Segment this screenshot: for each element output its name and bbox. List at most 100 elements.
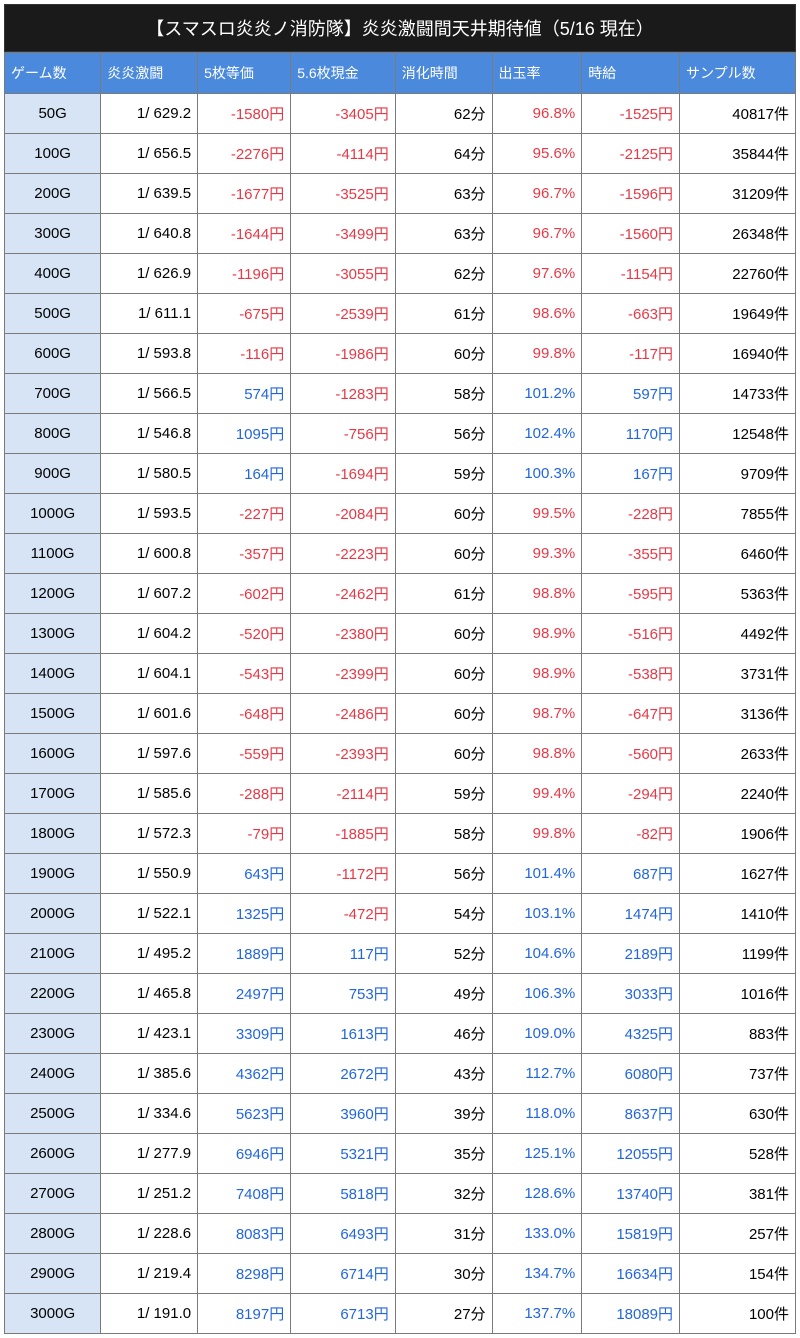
rate-cell: 99.5% <box>492 494 582 534</box>
rate-cell: 133.0% <box>492 1214 582 1254</box>
yen-cell: 4325円 <box>582 1014 680 1054</box>
yen-cell: -2276円 <box>198 134 291 174</box>
yen-cell: 13740円 <box>582 1174 680 1214</box>
game-cell: 2800G <box>5 1214 101 1254</box>
column-header: サンプル数 <box>680 53 796 94</box>
ratio-cell: 1/ 580.5 <box>101 454 198 494</box>
game-cell: 2600G <box>5 1134 101 1174</box>
yen-cell: 1474円 <box>582 894 680 934</box>
time-cell: 32分 <box>395 1174 492 1214</box>
yen-cell: -663円 <box>582 294 680 334</box>
table-body: 50G1/ 629.2-1580円-3405円62分96.8%-1525円408… <box>5 94 796 1334</box>
yen-cell: 5623円 <box>198 1094 291 1134</box>
rate-cell: 118.0% <box>492 1094 582 1134</box>
table-row: 1100G1/ 600.8-357円-2223円60分99.3%-355円646… <box>5 534 796 574</box>
header-row: ゲーム数炎炎激闘5枚等価5.6枚現金消化時間出玉率時給サンプル数 <box>5 53 796 94</box>
table-row: 3000G1/ 191.08197円6713円27分137.7%18089円10… <box>5 1294 796 1334</box>
sample-cell: 35844件 <box>680 134 796 174</box>
yen-cell: 167円 <box>582 454 680 494</box>
sample-cell: 7855件 <box>680 494 796 534</box>
yen-cell: 3033円 <box>582 974 680 1014</box>
yen-cell: -2084円 <box>291 494 396 534</box>
ratio-cell: 1/ 639.5 <box>101 174 198 214</box>
game-cell: 2300G <box>5 1014 101 1054</box>
table-row: 400G1/ 626.9-1196円-3055円62分97.6%-1154円22… <box>5 254 796 294</box>
yen-cell: -595円 <box>582 574 680 614</box>
yen-cell: -1560円 <box>582 214 680 254</box>
table-row: 2000G1/ 522.11325円-472円54分103.1%1474円141… <box>5 894 796 934</box>
yen-cell: 4362円 <box>198 1054 291 1094</box>
time-cell: 27分 <box>395 1294 492 1334</box>
table-row: 1700G1/ 585.6-288円-2114円59分99.4%-294円224… <box>5 774 796 814</box>
game-cell: 700G <box>5 374 101 414</box>
game-cell: 600G <box>5 334 101 374</box>
column-header: ゲーム数 <box>5 53 101 94</box>
yen-cell: -2399円 <box>291 654 396 694</box>
yen-cell: -1525円 <box>582 94 680 134</box>
ratio-cell: 1/ 593.5 <box>101 494 198 534</box>
rate-cell: 112.7% <box>492 1054 582 1094</box>
time-cell: 54分 <box>395 894 492 934</box>
rate-cell: 104.6% <box>492 934 582 974</box>
time-cell: 43分 <box>395 1054 492 1094</box>
table-container: 【スマスロ炎炎ノ消防隊】炎炎激闘間天井期待値（5/16 現在） ゲーム数炎炎激闘… <box>4 4 796 1334</box>
rate-cell: 97.6% <box>492 254 582 294</box>
table-row: 2400G1/ 385.64362円2672円43分112.7%6080円737… <box>5 1054 796 1094</box>
yen-cell: -116円 <box>198 334 291 374</box>
rate-cell: 128.6% <box>492 1174 582 1214</box>
yen-cell: 8197円 <box>198 1294 291 1334</box>
yen-cell: -1172円 <box>291 854 396 894</box>
game-cell: 50G <box>5 94 101 134</box>
yen-cell: -1986円 <box>291 334 396 374</box>
sample-cell: 737件 <box>680 1054 796 1094</box>
yen-cell: 5818円 <box>291 1174 396 1214</box>
yen-cell: 2497円 <box>198 974 291 1014</box>
game-cell: 900G <box>5 454 101 494</box>
yen-cell: 687円 <box>582 854 680 894</box>
table-row: 1600G1/ 597.6-559円-2393円60分98.8%-560円263… <box>5 734 796 774</box>
time-cell: 62分 <box>395 254 492 294</box>
yen-cell: -4114円 <box>291 134 396 174</box>
rate-cell: 98.6% <box>492 294 582 334</box>
yen-cell: 117円 <box>291 934 396 974</box>
yen-cell: -2486円 <box>291 694 396 734</box>
yen-cell: 1889円 <box>198 934 291 974</box>
sample-cell: 1906件 <box>680 814 796 854</box>
sample-cell: 16940件 <box>680 334 796 374</box>
game-cell: 2700G <box>5 1174 101 1214</box>
table-row: 2200G1/ 465.82497円753円49分106.3%3033円1016… <box>5 974 796 1014</box>
table-row: 1000G1/ 593.5-227円-2084円60分99.5%-228円785… <box>5 494 796 534</box>
game-cell: 400G <box>5 254 101 294</box>
sample-cell: 1410件 <box>680 894 796 934</box>
rate-cell: 95.6% <box>492 134 582 174</box>
ratio-cell: 1/ 607.2 <box>101 574 198 614</box>
yen-cell: 5321円 <box>291 1134 396 1174</box>
sample-cell: 154件 <box>680 1254 796 1294</box>
rate-cell: 106.3% <box>492 974 582 1014</box>
yen-cell: -3055円 <box>291 254 396 294</box>
yen-cell: -79円 <box>198 814 291 854</box>
game-cell: 3000G <box>5 1294 101 1334</box>
rate-cell: 137.7% <box>492 1294 582 1334</box>
game-cell: 1300G <box>5 614 101 654</box>
table-row: 2500G1/ 334.65623円3960円39分118.0%8637円630… <box>5 1094 796 1134</box>
sample-cell: 6460件 <box>680 534 796 574</box>
ratio-cell: 1/ 585.6 <box>101 774 198 814</box>
time-cell: 52分 <box>395 934 492 974</box>
yen-cell: -1580円 <box>198 94 291 134</box>
yen-cell: 1095円 <box>198 414 291 454</box>
yen-cell: -3405円 <box>291 94 396 134</box>
yen-cell: -2125円 <box>582 134 680 174</box>
game-cell: 1400G <box>5 654 101 694</box>
rate-cell: 98.9% <box>492 654 582 694</box>
sample-cell: 40817件 <box>680 94 796 134</box>
yen-cell: -602円 <box>198 574 291 614</box>
column-header: 5枚等価 <box>198 53 291 94</box>
yen-cell: -2462円 <box>291 574 396 614</box>
yen-cell: 3309円 <box>198 1014 291 1054</box>
game-cell: 800G <box>5 414 101 454</box>
table-row: 2800G1/ 228.68083円6493円31分133.0%15819円25… <box>5 1214 796 1254</box>
sample-cell: 1627件 <box>680 854 796 894</box>
rate-cell: 98.8% <box>492 574 582 614</box>
ratio-cell: 1/ 219.4 <box>101 1254 198 1294</box>
